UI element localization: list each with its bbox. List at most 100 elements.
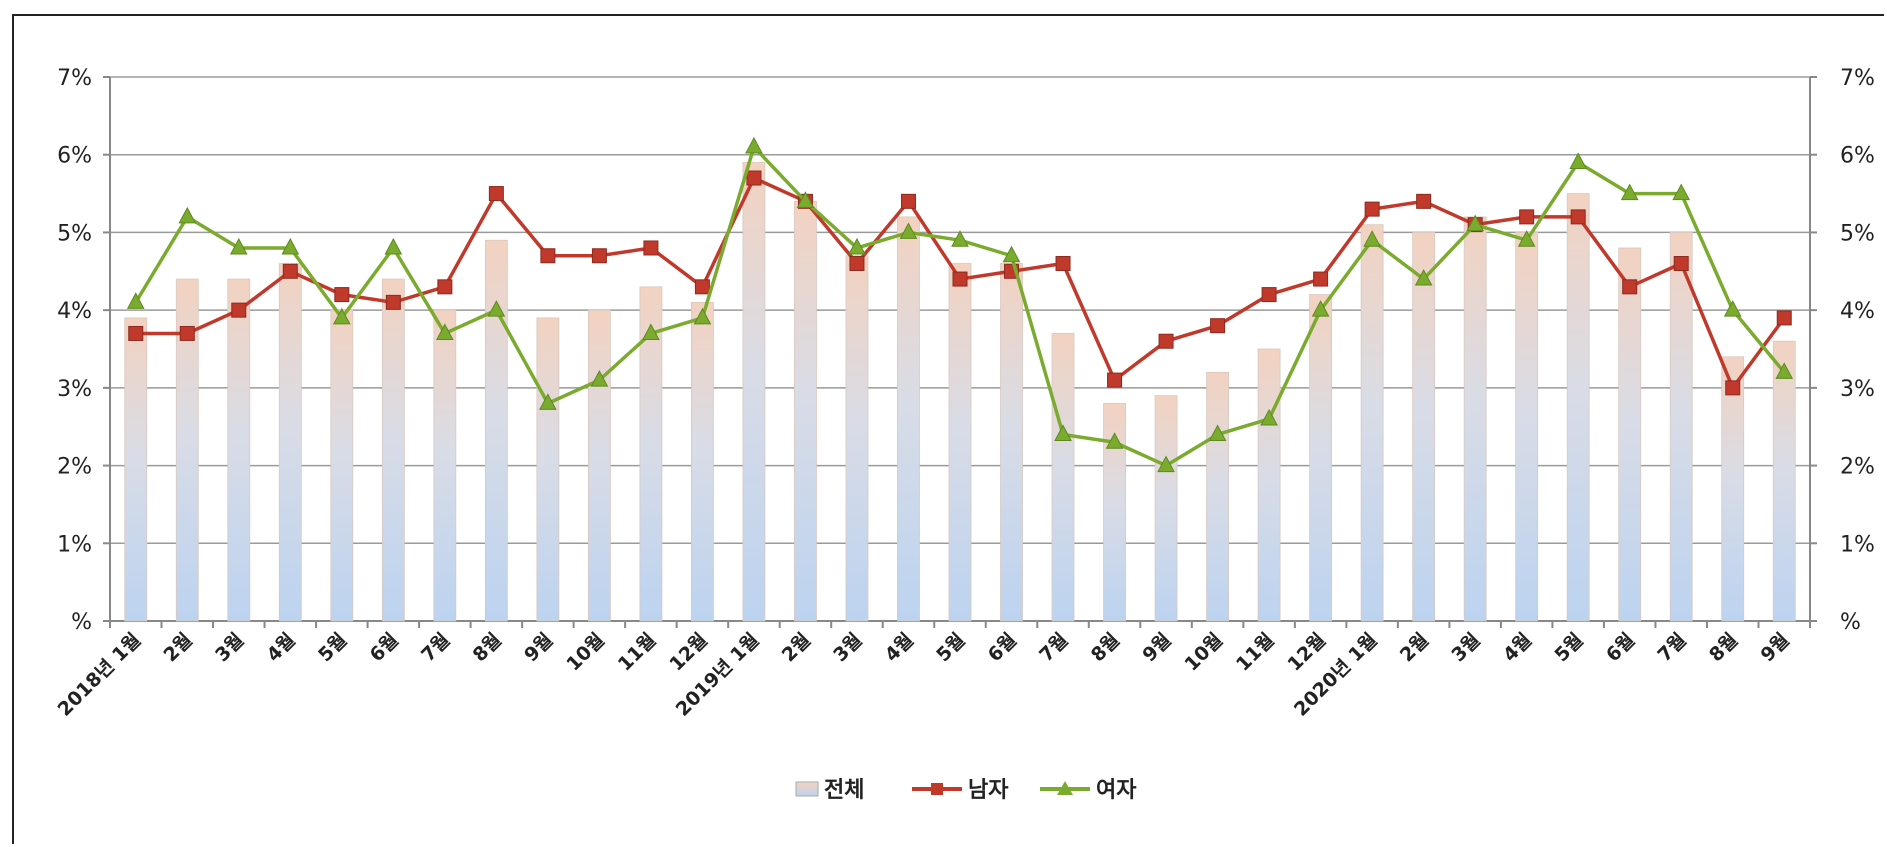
bar-total xyxy=(1463,216,1487,622)
female-point xyxy=(1723,300,1742,317)
bar-total xyxy=(897,216,920,622)
bar-total xyxy=(1721,356,1745,622)
y-tick-label-right: 6% xyxy=(1840,144,1875,169)
bar-total xyxy=(639,286,663,622)
y-tick-label-right: 3% xyxy=(1840,377,1875,402)
y-tick-label-left: 6% xyxy=(57,144,92,169)
bar-total xyxy=(124,317,148,622)
bar-total xyxy=(1515,232,1539,622)
x-category-label: 7월 xyxy=(1653,629,1690,666)
x-category-label: 3월 xyxy=(211,629,248,666)
y-tick-label-left: 2% xyxy=(57,455,92,480)
female-point xyxy=(1466,214,1484,232)
bar-total xyxy=(1257,348,1281,622)
bar-total xyxy=(536,317,560,622)
bar-total xyxy=(794,200,817,622)
x-category-label: 6월 xyxy=(366,629,403,666)
legend-label-female: 여자 xyxy=(1096,778,1137,803)
bar-series-total xyxy=(124,162,1796,622)
female-point xyxy=(384,237,403,255)
male-point xyxy=(1519,209,1535,225)
female-point xyxy=(848,237,866,255)
line-series xyxy=(126,136,1794,473)
bar-total xyxy=(1360,224,1384,622)
female-point xyxy=(1569,152,1588,169)
x-category-label: 8월 xyxy=(1087,629,1124,666)
legend-label-total: 전체 xyxy=(824,778,864,803)
male-point xyxy=(1673,256,1689,272)
male-point xyxy=(437,279,453,295)
x-category-label: 4월 xyxy=(881,629,918,666)
male-point xyxy=(128,325,144,341)
x-category-label: 6월 xyxy=(984,629,1021,666)
male-point xyxy=(488,186,504,202)
x-category-label: 9월 xyxy=(1138,629,1175,666)
male-point xyxy=(1622,279,1638,295)
legend-marker-male xyxy=(931,783,943,795)
male-point xyxy=(1158,333,1174,349)
bar-total xyxy=(278,263,302,622)
male-point xyxy=(231,302,247,318)
legend: 전체 남자 여자 xyxy=(795,778,1137,803)
female-point xyxy=(1002,245,1021,263)
female-point xyxy=(899,222,918,239)
bar-total xyxy=(1206,371,1229,622)
y-tick-label-right: 1% xyxy=(1840,532,1875,557)
bar-total xyxy=(1000,263,1023,622)
x-category-label: 12월 xyxy=(665,629,712,676)
bar-total xyxy=(227,278,251,622)
female-point xyxy=(539,393,557,410)
bar-total xyxy=(381,278,405,622)
male-point xyxy=(1364,201,1380,217)
male-point xyxy=(1416,193,1432,209)
x-category-label: 2월 xyxy=(1396,629,1433,666)
bar-total xyxy=(330,309,354,622)
female-point xyxy=(951,230,969,247)
x-category-label: 12월 xyxy=(1284,629,1331,676)
female-point xyxy=(1775,362,1794,379)
y-tick-label-right: % xyxy=(1840,610,1861,635)
y-tick-label-left: 4% xyxy=(57,299,92,324)
bar-total xyxy=(1772,340,1796,622)
female-point xyxy=(126,292,145,309)
y-tick-label-left: % xyxy=(71,610,92,635)
female-point xyxy=(1105,432,1124,449)
x-category-label: 8월 xyxy=(1705,629,1742,666)
x-category-label: 10월 xyxy=(562,629,609,676)
x-category-label: 7월 xyxy=(1035,629,1072,666)
female-point xyxy=(332,307,351,325)
female-point xyxy=(693,307,712,325)
male-point xyxy=(1055,256,1071,272)
female-point xyxy=(796,191,815,208)
bar-total xyxy=(484,239,508,622)
bar-total xyxy=(1412,232,1436,622)
y-tick-label-right: 5% xyxy=(1840,221,1875,246)
male-point xyxy=(540,248,556,264)
bar-total xyxy=(1103,402,1126,622)
female-point xyxy=(1620,183,1639,201)
male-point xyxy=(1776,310,1792,326)
female-point xyxy=(229,237,248,255)
female-point xyxy=(590,370,609,387)
bar-total xyxy=(1669,232,1693,622)
y-tick-label-left: 1% xyxy=(57,532,92,557)
male-point xyxy=(900,193,916,209)
female-point xyxy=(1363,230,1381,247)
x-category-label: 4월 xyxy=(1499,629,1536,666)
x-category-label: 9월 xyxy=(1757,629,1794,666)
female-point xyxy=(1157,455,1175,473)
bar-total xyxy=(587,309,611,622)
y-tick-label-right: 4% xyxy=(1840,299,1875,324)
female-point xyxy=(1311,300,1330,317)
male-point xyxy=(1210,318,1226,334)
x-category-label: 5월 xyxy=(314,629,351,666)
bar-total xyxy=(1309,294,1333,622)
male-point xyxy=(282,263,298,279)
male-point xyxy=(385,294,401,310)
bar-total xyxy=(948,263,972,622)
male-point xyxy=(1570,209,1586,225)
male-point xyxy=(643,240,659,256)
bar-total xyxy=(1566,193,1590,622)
x-category-label: 11월 xyxy=(1232,629,1279,676)
legend-swatch-total xyxy=(795,781,819,797)
